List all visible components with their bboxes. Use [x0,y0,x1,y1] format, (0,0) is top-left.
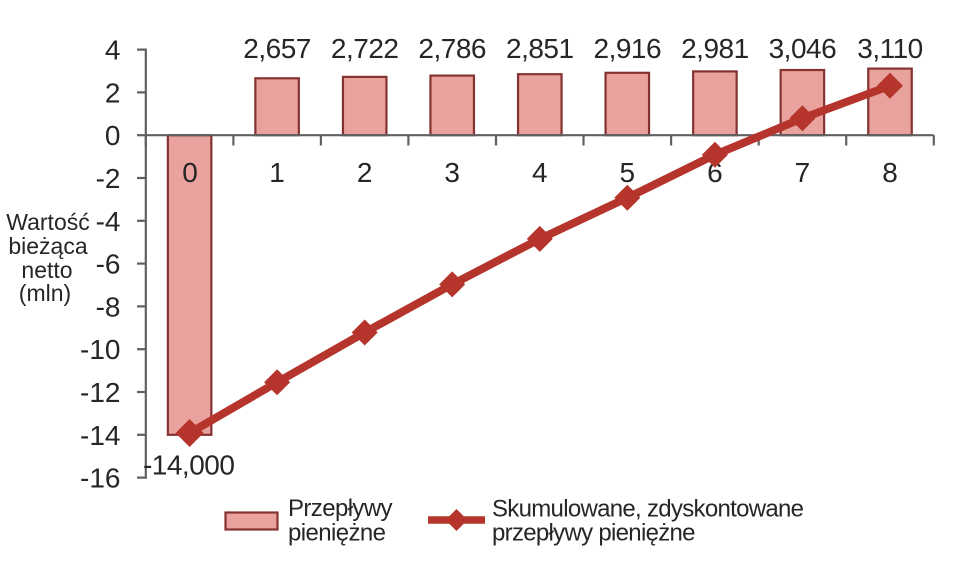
svg-text:2,786: 2,786 [418,33,486,64]
svg-text:3: 3 [444,157,460,188]
svg-text:-12: -12 [80,377,120,408]
svg-text:4: 4 [105,35,121,66]
svg-text:-14,000: -14,000 [143,449,234,480]
svg-text:2,981: 2,981 [681,33,749,64]
svg-text:-16: -16 [80,463,120,494]
svg-text:bieżąca: bieżąca [8,233,87,259]
svg-text:-6: -6 [96,249,121,280]
svg-text:-14: -14 [80,420,120,451]
svg-text:netto: netto [21,257,72,283]
svg-text:Przepływy: Przepływy [288,495,393,522]
svg-text:2,916: 2,916 [594,33,662,64]
svg-text:3,046: 3,046 [769,33,837,64]
svg-text:-10: -10 [80,334,120,365]
svg-text:6: 6 [707,157,723,188]
svg-text:-8: -8 [96,291,121,322]
svg-text:3,110: 3,110 [857,33,923,64]
svg-text:pieniężne: pieniężne [288,520,386,547]
svg-text:-2: -2 [96,163,121,194]
svg-text:2,851: 2,851 [506,33,574,64]
svg-text:7: 7 [795,157,811,188]
svg-text:4: 4 [532,157,548,188]
svg-text:-4: -4 [96,206,121,237]
svg-text:2,722: 2,722 [331,33,399,64]
svg-text:(mln): (mln) [19,280,71,306]
svg-text:2: 2 [105,77,121,108]
svg-text:1: 1 [269,157,285,188]
svg-text:przepływy pieniężne: przepływy pieniężne [492,520,695,547]
svg-text:0: 0 [105,120,121,151]
svg-text:2: 2 [357,157,373,188]
svg-text:5: 5 [620,157,636,188]
svg-text:Skumulowane, zdyskontowane: Skumulowane, zdyskontowane [492,496,804,523]
svg-text:0: 0 [182,157,198,188]
svg-text:Wartość: Wartość [6,209,90,235]
svg-text:8: 8 [882,157,898,188]
svg-text:2,657: 2,657 [243,33,311,64]
